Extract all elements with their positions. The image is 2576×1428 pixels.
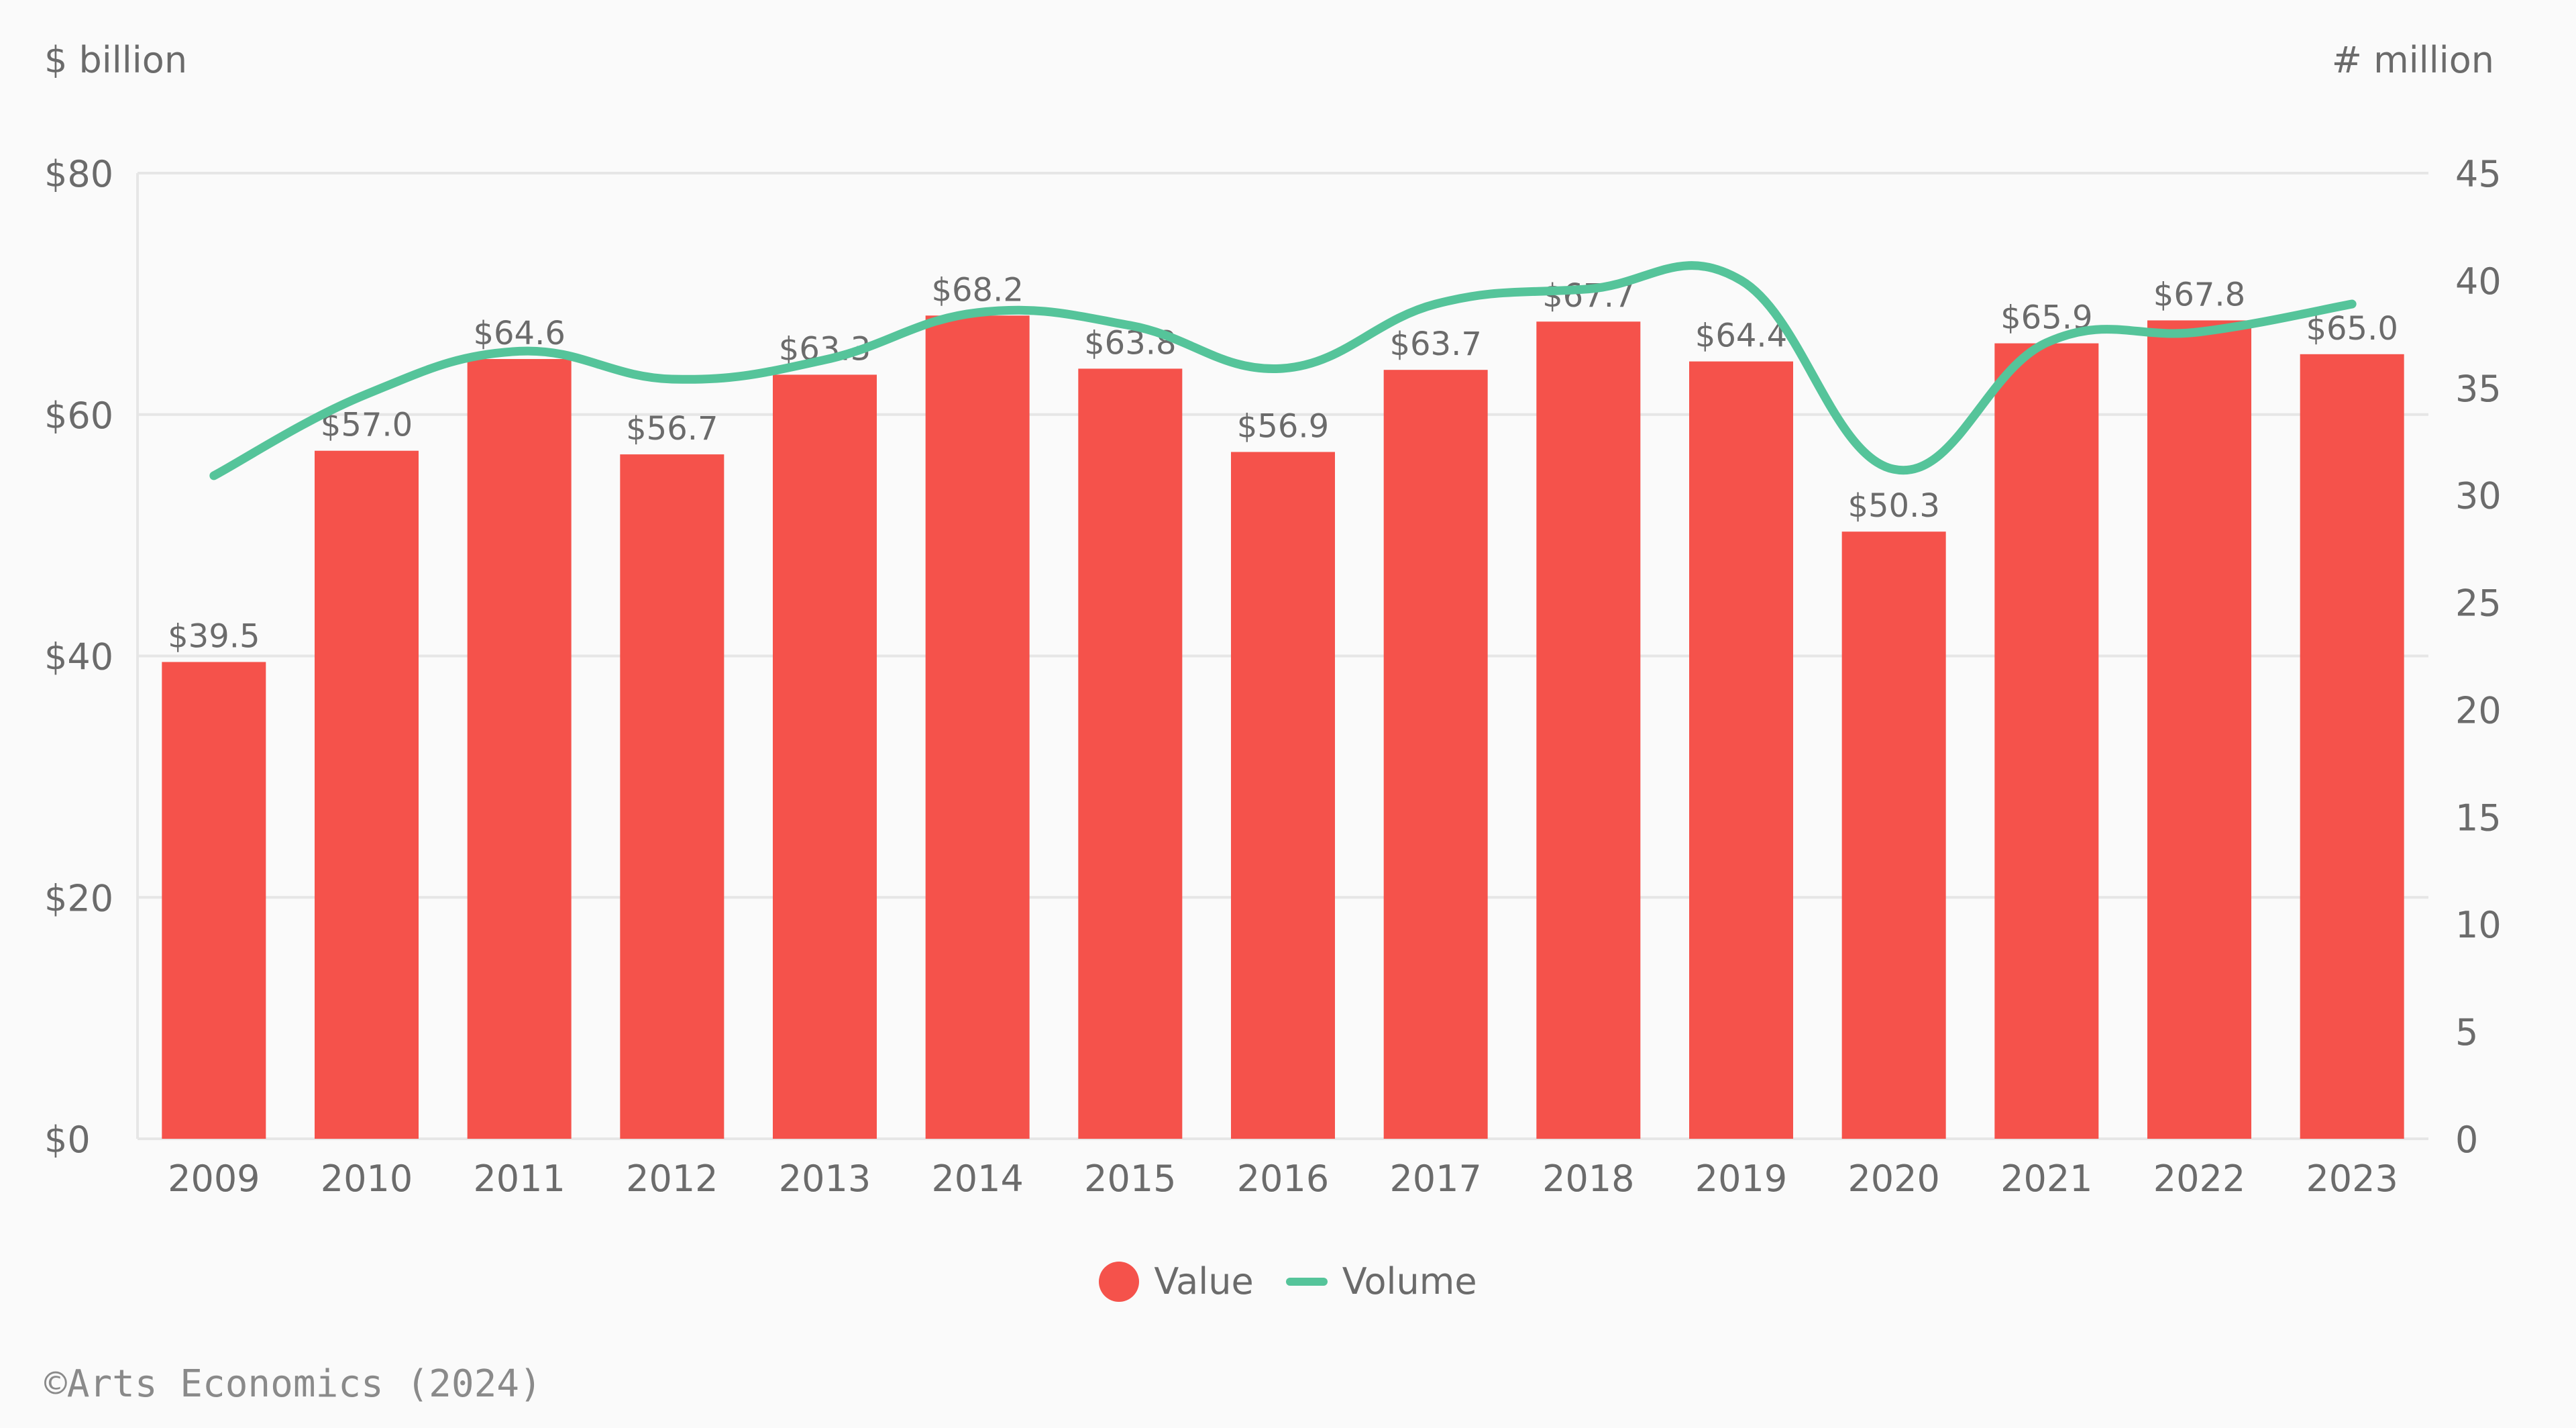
bar [1841, 531, 1946, 1139]
legend-volume-swatch-icon [1285, 1277, 1328, 1286]
bar [467, 359, 572, 1139]
x-tick-label: 2023 [2306, 1158, 2398, 1200]
volume-series [209, 261, 2357, 480]
right-axis: 0 5 10 15 20 25 30 35 40 45 [2455, 153, 2502, 1161]
x-tick-label: 2010 [321, 1158, 413, 1200]
bar-value-label: $50.3 [1847, 487, 1939, 525]
legend-value-swatch-icon [1099, 1261, 1140, 1302]
x-tick-label: 2018 [1542, 1158, 1634, 1200]
bars [162, 315, 2404, 1139]
bar-value-label: $57.0 [321, 407, 413, 444]
bar [1536, 321, 1641, 1139]
left-tick-label: $0 [44, 1119, 91, 1161]
x-tick-label: 2014 [931, 1158, 1023, 1200]
legend: Value Volume [0, 1260, 2576, 1303]
right-tick-label: 20 [2455, 689, 2502, 731]
x-tick-label: 2013 [779, 1158, 871, 1200]
x-tick-label: 2012 [626, 1158, 718, 1200]
left-axis: $0 $20 $40 $60 $80 [44, 153, 113, 1161]
bar-value-label: $39.5 [168, 617, 260, 655]
legend-item-volume[interactable]: Volume [1285, 1260, 1477, 1303]
left-tick-label: $80 [44, 153, 113, 195]
legend-volume-label: Volume [1342, 1260, 1477, 1303]
x-tick-label: 2021 [2000, 1158, 2092, 1200]
right-tick-label: 25 [2455, 582, 2502, 625]
right-tick-label: 40 [2455, 260, 2502, 303]
x-axis: 2009 2010 2011 2012 2013 2014 2015 2016 2017 2018… [168, 1158, 2398, 1200]
bar-value-label: $64.4 [1695, 317, 1787, 355]
bar [773, 374, 877, 1139]
x-tick-label: 2022 [2153, 1158, 2245, 1200]
bar [2147, 320, 2251, 1139]
bar-value-label: $67.8 [2153, 276, 2245, 313]
right-tick-label: 30 [2455, 475, 2502, 517]
source-credit: ©Arts Economics (2024) [44, 1362, 542, 1406]
bar-value-label: $56.9 [1237, 408, 1329, 446]
right-axis-unit: # million [2331, 39, 2494, 81]
x-tick-label: 2020 [1847, 1158, 1939, 1200]
x-tick-label: 2011 [473, 1158, 565, 1200]
volume-line [209, 261, 2357, 480]
x-tick-label: 2019 [1695, 1158, 1787, 1200]
bar-value-label: $64.6 [473, 315, 565, 352]
left-tick-label: $60 [44, 395, 113, 437]
bar-value-label: $65.0 [2306, 310, 2398, 348]
legend-item-value[interactable]: Value [1099, 1260, 1254, 1303]
bar [162, 662, 266, 1139]
right-tick-label: 35 [2455, 368, 2502, 410]
bar [620, 454, 724, 1139]
bar [925, 315, 1030, 1139]
bar [1994, 343, 2099, 1139]
bar-labels: $39.5$57.0$64.6$56.7$63.3$68.2$63.8$56.9… [168, 271, 2398, 655]
bar [1231, 452, 1335, 1139]
bar-value-label: $56.7 [626, 410, 718, 448]
right-tick-label: 45 [2455, 153, 2502, 195]
left-axis-unit: $ billion [44, 39, 188, 81]
x-tick-label: 2017 [1389, 1158, 1481, 1200]
right-tick-label: 10 [2455, 904, 2502, 946]
x-tick-label: 2009 [168, 1158, 260, 1200]
bar [1078, 368, 1183, 1139]
right-tick-label: 0 [2455, 1119, 2478, 1161]
bar [2300, 354, 2404, 1139]
right-tick-label: 15 [2455, 797, 2502, 839]
x-tick-label: 2015 [1084, 1158, 1176, 1200]
bar [315, 450, 419, 1139]
legend-value-label: Value [1154, 1260, 1254, 1303]
bar [1689, 361, 1793, 1139]
x-tick-label: 2016 [1237, 1158, 1329, 1200]
right-tick-label: 5 [2455, 1011, 2478, 1054]
left-tick-label: $40 [44, 636, 113, 678]
left-tick-label: $20 [44, 877, 113, 919]
bar-value-label: $68.2 [931, 271, 1023, 309]
bar-value-label: $63.7 [1389, 325, 1481, 363]
bar [1383, 370, 1488, 1139]
